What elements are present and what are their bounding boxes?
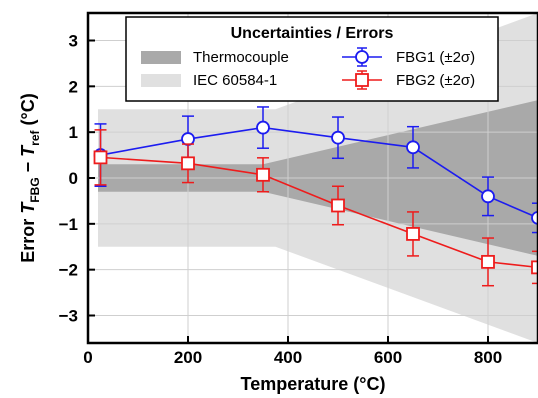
legend-label-iec: IEC 60584-1 (193, 72, 277, 89)
data-point-fbg2 (331, 198, 345, 213)
y-tick-label: 2 (69, 77, 78, 96)
data-point-fbg1 (406, 140, 420, 155)
data-point-fbg2 (256, 167, 270, 182)
data-point-fbg1 (531, 210, 538, 225)
legend-point (355, 50, 369, 64)
y-axis-label-sub1: FBG (28, 177, 42, 202)
y-axis-label: Error TFBG − Tref (°C) (18, 93, 42, 262)
legend-swatch-thermocouple (141, 51, 181, 64)
data-point-fbg1 (181, 132, 195, 146)
legend-box (125, 16, 499, 102)
data-point-fbg2 (531, 260, 538, 275)
data-series (93, 106, 538, 287)
y-axis-label-suffix: (°C) (18, 93, 38, 130)
data-point-fbg2 (406, 227, 420, 241)
legend-swatch-iec (141, 74, 181, 87)
x-axis-label: Temperature (°C) (241, 374, 386, 394)
y-axis-label-minus: − (18, 157, 38, 178)
legend-marker-fbg2 (342, 70, 382, 90)
x-tick-label: 600 (374, 348, 402, 367)
y-axis-label-prefix: Error (18, 214, 38, 263)
data-point-fbg2 (93, 150, 108, 165)
x-tick-label: 400 (274, 348, 302, 367)
legend-label-fbg2: FBG2 (±2σ) (396, 72, 475, 89)
legend-label-fbg1: FBG1 (±2σ) (396, 49, 475, 66)
y-tick-label: 3 (69, 32, 78, 51)
legend: Uncertainties / Errors Thermocouple IEC … (125, 16, 499, 102)
y-tick-label: 1 (69, 123, 78, 142)
data-point-fbg2 (481, 254, 495, 269)
x-tick-label: 200 (174, 348, 202, 367)
legend-title: Uncertainties / Errors (231, 25, 394, 42)
legend-point (355, 73, 369, 87)
y-axis-label-t1: T (18, 201, 38, 214)
data-point-fbg2 (181, 156, 195, 171)
series-fbg1 (93, 106, 538, 234)
axis-ticks: 0 200 400 600 800 −3 −2 −1 0 1 2 3 (59, 32, 503, 368)
data-point-fbg1 (256, 120, 270, 135)
y-tick-label: −2 (59, 261, 78, 280)
x-tick-label: 800 (474, 348, 502, 367)
y-tick-label: −1 (59, 215, 78, 234)
x-tick-label: 0 (83, 348, 92, 367)
y-tick-label: −3 (59, 307, 78, 326)
data-point-fbg1 (331, 130, 345, 145)
data-point-fbg1 (481, 189, 495, 204)
legend-marker-fbg1 (342, 47, 382, 67)
y-tick-label: 0 (69, 169, 78, 188)
y-axis-label-t2: T (18, 144, 38, 157)
series-fbg2 (93, 129, 538, 287)
y-axis-label-sub2: ref (28, 129, 42, 145)
legend-label-thermocouple: Thermocouple (193, 49, 289, 66)
